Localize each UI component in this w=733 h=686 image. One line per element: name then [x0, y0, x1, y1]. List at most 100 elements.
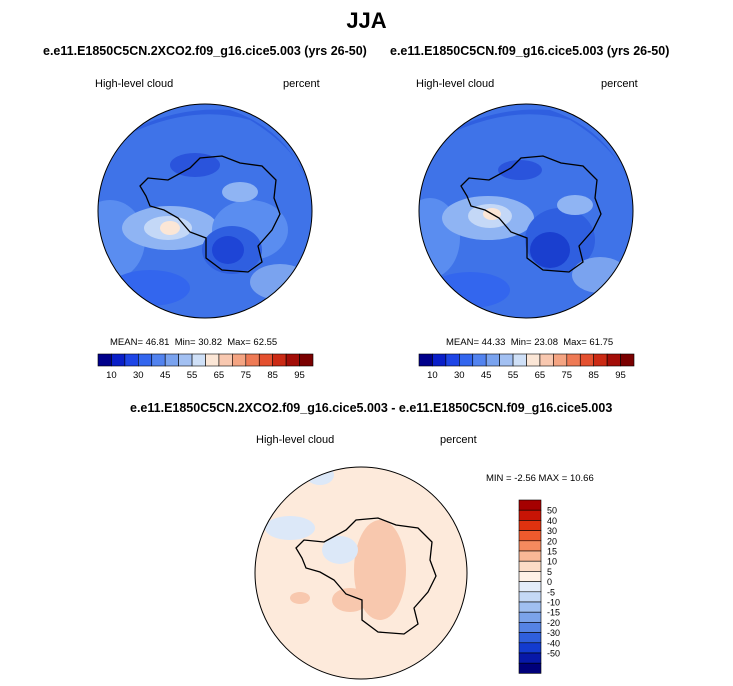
panel2-colorbar-box — [485, 353, 500, 367]
panel2-colorbar-tick-label: 30 — [454, 370, 465, 381]
diff-colorbar-tick-label: 20 — [547, 536, 557, 546]
panel2-title: e.e11.E1850C5CN.f09_g16.cice5.003 (yrs 2… — [390, 44, 670, 58]
diff-colorbar-box — [518, 560, 542, 572]
diff-map — [255, 467, 467, 679]
diff-colorbar-tick-label: -40 — [547, 638, 560, 648]
panel2-map — [419, 104, 633, 318]
panel1-colorbar-tick-label: 55 — [187, 370, 198, 381]
panel1-map-border — [97, 103, 313, 319]
panel2-units-label: percent — [601, 78, 638, 90]
panel1-colorbar-box — [151, 353, 166, 367]
panel1-variable-label: High-level cloud — [95, 78, 174, 90]
panel2-colorbar-box — [553, 353, 568, 367]
panel1-colorbar-box — [299, 353, 314, 367]
panel2-variable-label: High-level cloud — [416, 78, 495, 90]
panel1-title: e.e11.E1850C5CN.2XCO2.f09_g16.cice5.003 … — [43, 44, 367, 58]
panel2-colorbar-box — [432, 353, 447, 367]
panel1-colorbar-tick-label: 75 — [241, 370, 252, 381]
diff-units-label: percent — [440, 434, 477, 446]
diff-colorbar-box — [518, 632, 542, 644]
panel1-colorbar-tick-label: 45 — [160, 370, 171, 381]
diff-colorbar-box — [518, 509, 542, 521]
panel1-colorbar-box — [258, 353, 273, 367]
panel1-colorbar-box — [178, 353, 193, 367]
panel2-colorbar-tick-label: 55 — [508, 370, 519, 381]
panel1-colorbar-box — [124, 353, 139, 367]
diff-colorbar-tick-label: -30 — [547, 628, 560, 638]
panel2-colorbar: 10 30 45 55 65 75 85 95 — [418, 353, 635, 381]
diff-colorbar-tick-label: -5 — [547, 587, 555, 597]
diff-colorbar-box — [518, 550, 542, 562]
panel2-colorbar-box — [566, 353, 581, 367]
panel1-colorbar-box — [272, 353, 287, 367]
panel1-stats: MEAN= 46.81 Min= 30.82 Max= 62.55 — [110, 337, 278, 348]
diff-stats: MIN = -2.56 MAX = 10.66 — [486, 473, 594, 484]
diff-colorbar-tick-label: -50 — [547, 649, 560, 659]
panel2-colorbar-box — [526, 353, 541, 367]
panel2-colorbar-box — [539, 353, 554, 367]
diff-coastline — [295, 517, 437, 635]
diff-map-border — [254, 466, 468, 680]
panel2-colorbar-tick-label: 85 — [588, 370, 599, 381]
panel1-colorbar-tick-label: 85 — [267, 370, 278, 381]
diff-colorbar-box — [518, 601, 542, 613]
diff-colorbar-tick-label: 10 — [547, 557, 557, 567]
panel1-colorbar-box — [164, 353, 179, 367]
diff-colorbar-tick-label: 15 — [547, 547, 557, 557]
panel1-colorbar-box — [218, 353, 233, 367]
panel1-colorbar-box — [232, 353, 247, 367]
panel1-colorbar-box — [111, 353, 126, 367]
diff-colorbar-box — [518, 520, 542, 531]
diff-colorbar-tick-label: 50 — [547, 506, 557, 516]
panel2-colorbar-box — [512, 353, 527, 367]
diff-colorbar-box — [518, 611, 542, 623]
panel1-colorbar-tick-label: 10 — [106, 370, 117, 381]
panel1-colorbar-box — [138, 353, 153, 367]
diff-colorbar-box — [518, 499, 542, 511]
panel1-colorbar-box — [191, 353, 206, 367]
panel2-colorbar-box — [593, 353, 608, 367]
panel1-colorbar-box — [97, 353, 112, 367]
panel2-colorbar-box — [459, 353, 474, 367]
diff-colorbar-tick-label: 40 — [547, 516, 557, 526]
diff-colorbar-box — [518, 622, 542, 633]
diff-colorbar-tick-label: 5 — [547, 567, 552, 577]
panel2-colorbar-box — [445, 353, 460, 367]
diff-colorbar-tick-label: 0 — [547, 577, 552, 587]
diff-variable-label: High-level cloud — [256, 434, 335, 446]
panel2-stats: MEAN= 44.33 Min= 23.08 Max= 61.75 — [446, 337, 614, 348]
panel2-colorbar-tick-label: 65 — [535, 370, 546, 381]
diff-colorbar-box — [518, 642, 542, 654]
diff-colorbar-box — [518, 581, 542, 593]
diff-colorbar-box — [518, 571, 542, 582]
panel1-colorbar: 10 30 45 55 65 75 85 95 — [97, 353, 314, 381]
panel2-colorbar-tick-label: 75 — [562, 370, 573, 381]
panel1-colorbar-box — [245, 353, 260, 367]
panel2-map-border — [418, 103, 634, 319]
panel1-colorbar-tick-label: 30 — [133, 370, 144, 381]
panel2-colorbar-tick-label: 45 — [481, 370, 492, 381]
panel2-coastline — [460, 155, 602, 273]
panel1-coastline — [139, 155, 281, 273]
panel1-units-label: percent — [283, 78, 320, 90]
diff-colorbar-box — [518, 652, 542, 664]
panel2-colorbar-box — [620, 353, 635, 367]
diff-title: e.e11.E1850C5CN.2XCO2.f09_g16.cice5.003 … — [130, 401, 613, 415]
panel2-colorbar-box — [499, 353, 514, 367]
diff-colorbar-tick-label: -20 — [547, 618, 560, 628]
diff-colorbar-tick-label: -10 — [547, 598, 560, 608]
panel2-colorbar-box — [606, 353, 621, 367]
panel1-map — [98, 104, 312, 318]
diff-colorbar-box — [518, 591, 542, 603]
panel1-colorbar-tick-label: 95 — [294, 370, 305, 381]
panel1-colorbar-tick-label: 65 — [214, 370, 225, 381]
diff-colorbar-box — [518, 662, 542, 674]
page-title: JJA — [346, 8, 387, 33]
panel2-colorbar-tick-label: 95 — [615, 370, 626, 381]
panel2-colorbar-box — [418, 353, 433, 367]
panel2-colorbar-box — [472, 353, 487, 367]
diff-colorbar-box — [518, 530, 542, 542]
panel1-colorbar-box — [205, 353, 220, 367]
panel1-colorbar-box — [285, 353, 300, 367]
